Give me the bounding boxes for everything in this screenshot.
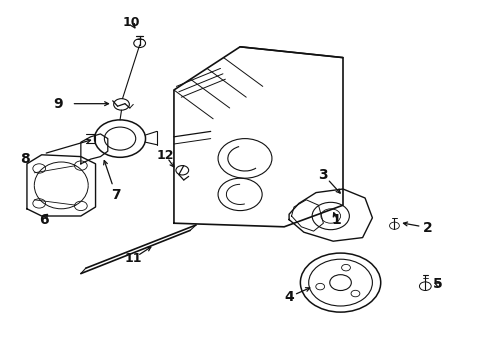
Text: 7: 7 — [111, 189, 121, 202]
Text: 9: 9 — [53, 97, 63, 111]
Text: 10: 10 — [122, 16, 140, 29]
Text: 12: 12 — [157, 149, 174, 162]
Text: 6: 6 — [39, 213, 49, 227]
Text: 1: 1 — [332, 213, 342, 227]
Text: 8: 8 — [21, 152, 30, 166]
Text: 2: 2 — [422, 221, 432, 234]
Text: 3: 3 — [318, 168, 328, 181]
Text: 4: 4 — [284, 290, 294, 304]
Text: 11: 11 — [124, 252, 142, 265]
Text: 5: 5 — [433, 278, 442, 291]
